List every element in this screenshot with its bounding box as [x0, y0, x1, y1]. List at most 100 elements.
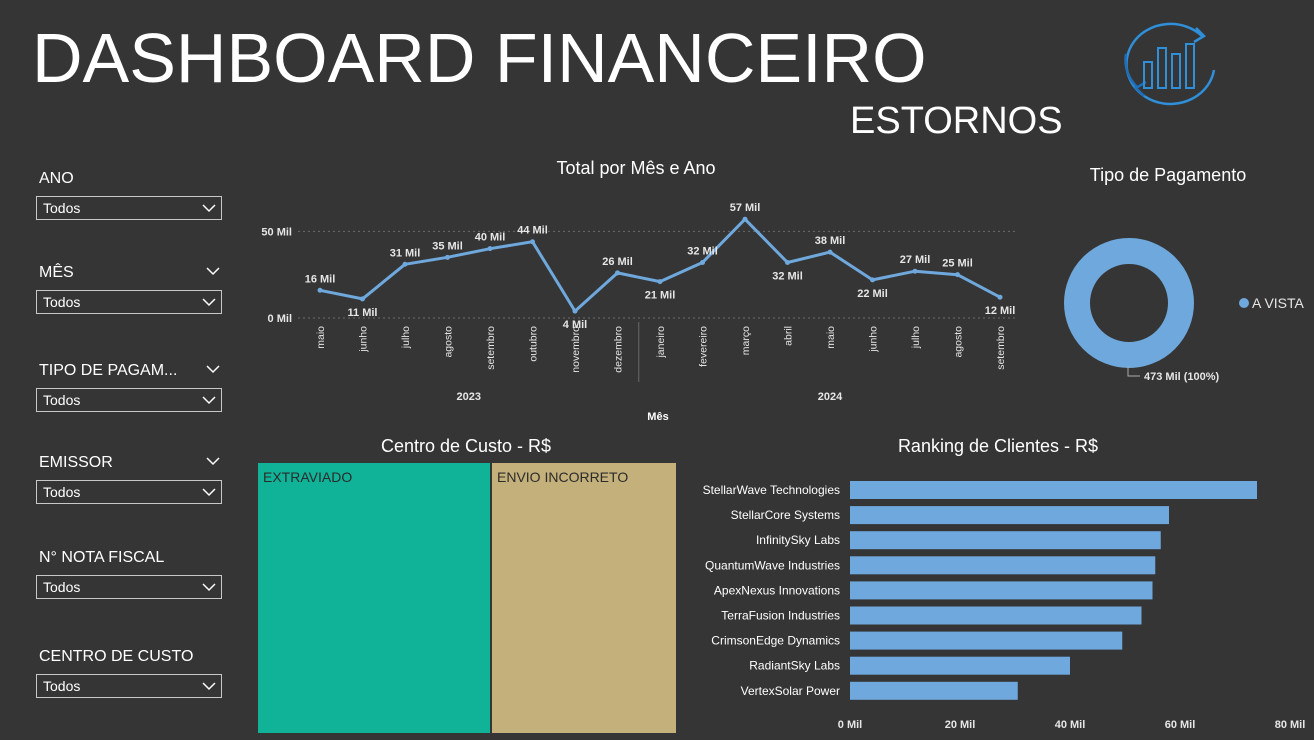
- line-chart-title: Total por Mês e Ano: [556, 158, 716, 178]
- bar-category-label: ApexNexus Innovations: [714, 583, 840, 597]
- data-point[interactable]: [997, 294, 1003, 300]
- chevron-down-icon[interactable]: [206, 456, 220, 466]
- dropdown-value: Todos: [43, 678, 81, 694]
- x-tick-label: abril: [783, 326, 795, 346]
- data-point[interactable]: [785, 260, 790, 266]
- x-tick-label: dezembro: [613, 326, 625, 373]
- filter-dropdown-centro-custo[interactable]: Todos: [36, 674, 222, 698]
- data-label: 38 Mil: [815, 235, 846, 247]
- donut-slice[interactable]: [1064, 238, 1194, 368]
- data-point[interactable]: [700, 260, 705, 266]
- data-point[interactable]: [912, 268, 918, 274]
- data-point[interactable]: [657, 279, 663, 285]
- chevron-down-icon[interactable]: [206, 266, 220, 276]
- x-tick-label: 20 Mil: [945, 719, 976, 731]
- data-label: 12 Mil: [985, 305, 1016, 317]
- x-tick-label: 60 Mil: [1165, 719, 1196, 731]
- data-point[interactable]: [487, 246, 493, 252]
- donut-chart[interactable]: A VISTA 473 Mil (100%): [1040, 220, 1314, 400]
- y-tick-label: 0 Mil: [268, 313, 292, 325]
- year-group-label: 2023: [457, 391, 481, 403]
- data-label: 16 Mil: [305, 273, 336, 285]
- data-point[interactable]: [955, 272, 960, 278]
- treemap-title: Centro de Custo - R$: [380, 436, 552, 456]
- bar-category-label: InfinitySky Labs: [756, 533, 840, 547]
- legend-label: A VISTA: [1252, 295, 1305, 311]
- data-point[interactable]: [445, 254, 450, 260]
- x-tick-label: outubro: [528, 326, 540, 362]
- x-tick-label: junho: [868, 326, 880, 353]
- data-point[interactable]: [742, 216, 748, 222]
- treemap[interactable]: EXTRAVIADO ENVIO INCORRETO: [258, 463, 676, 733]
- chevron-down-icon[interactable]: [206, 364, 220, 374]
- data-label: 21 Mil: [645, 290, 676, 302]
- filter-dropdown-ano[interactable]: Todos: [36, 196, 222, 220]
- data-label: 40 Mil: [475, 232, 506, 244]
- data-point[interactable]: [572, 308, 578, 314]
- bar-chart[interactable]: StellarWave Technologies StellarCore Syst…: [690, 470, 1310, 738]
- bar-category-label: StellarWave Technologies: [703, 483, 840, 497]
- bar[interactable]: [850, 506, 1169, 525]
- line-chart[interactable]: 50 Mil 0 Mil 16 Mil maio 11 Mil junho 31 Mil ju…: [240, 180, 1030, 430]
- filter-label-tipo-pagamento: TIPO DE PAGAM...: [39, 362, 178, 379]
- x-tick-label: março: [740, 326, 752, 355]
- data-label: 22 Mil: [857, 288, 888, 300]
- treemap-cell-label: EXTRAVIADO: [263, 469, 353, 485]
- bar[interactable]: [850, 556, 1156, 575]
- bar[interactable]: [850, 631, 1123, 650]
- x-tick-label: setembro: [995, 326, 1007, 370]
- data-label: 26 Mil: [602, 256, 633, 268]
- data-label: 32 Mil: [687, 246, 718, 258]
- treemap-cell-envio-incorreto[interactable]: ENVIO INCORRETO: [491, 463, 676, 733]
- data-point[interactable]: [530, 239, 535, 245]
- data-point[interactable]: [870, 277, 875, 283]
- data-label: 44 Mil: [517, 225, 548, 237]
- bar-category-label: QuantumWave Industries: [705, 558, 840, 572]
- filter-label-emissor: EMISSOR: [39, 454, 113, 471]
- x-tick-label: 40 Mil: [1055, 719, 1086, 731]
- data-point[interactable]: [615, 270, 620, 276]
- treemap-cell-extraviado[interactable]: EXTRAVIADO: [258, 463, 491, 733]
- chart-refresh-icon: [1124, 22, 1216, 106]
- data-point[interactable]: [360, 296, 365, 302]
- bar-category-label: TerraFusion Industries: [721, 609, 840, 623]
- bar-category-label: CrimsonEdge Dynamics: [711, 634, 840, 648]
- chevron-down-icon: [202, 488, 216, 497]
- bar[interactable]: [850, 656, 1070, 675]
- x-tick-label: fevereiro: [698, 326, 710, 367]
- x-tick-label: julho: [400, 326, 412, 349]
- bar[interactable]: [850, 531, 1161, 550]
- bar-category-label: VertexSolar Power: [741, 684, 840, 698]
- dropdown-value: Todos: [43, 484, 81, 500]
- data-label: 4 Mil: [563, 319, 587, 331]
- chevron-down-icon: [202, 298, 216, 307]
- data-point[interactable]: [317, 287, 323, 293]
- dashboard-title: DASHBOARD FINANCEIRO: [32, 19, 927, 97]
- treemap-cell-label: ENVIO INCORRETO: [497, 469, 629, 485]
- x-tick-label: novembro: [570, 326, 582, 373]
- bar-chart-title: Ranking de Clientes - R$: [897, 436, 1099, 456]
- dropdown-value: Todos: [43, 579, 81, 595]
- data-point[interactable]: [827, 249, 833, 255]
- chevron-down-icon: [202, 682, 216, 691]
- filter-dropdown-emissor[interactable]: Todos: [36, 480, 222, 504]
- bar-category-label: StellarCore Systems: [731, 508, 840, 522]
- filter-label-mes: MÊS: [39, 264, 74, 281]
- x-tick-label: junho: [358, 326, 370, 353]
- x-tick-label: julho: [910, 326, 922, 349]
- x-tick-label: maio: [315, 326, 327, 349]
- dropdown-value: Todos: [43, 392, 81, 408]
- bar-category-label: RadiantSky Labs: [749, 659, 840, 673]
- bar[interactable]: [850, 581, 1153, 600]
- bar[interactable]: [850, 606, 1142, 625]
- bar[interactable]: [850, 681, 1018, 700]
- data-point[interactable]: [402, 261, 408, 267]
- dashboard-subtitle: ESTORNOS: [850, 100, 1063, 142]
- data-label: 31 Mil: [390, 247, 421, 259]
- bar[interactable]: [850, 481, 1257, 499]
- x-axis-label: Mês: [647, 411, 668, 423]
- filter-dropdown-mes[interactable]: Todos: [36, 290, 222, 314]
- filter-dropdown-nota-fiscal[interactable]: Todos: [36, 575, 222, 599]
- data-label: 57 Mil: [730, 202, 761, 214]
- filter-dropdown-tipo-pagamento[interactable]: Todos: [36, 388, 222, 412]
